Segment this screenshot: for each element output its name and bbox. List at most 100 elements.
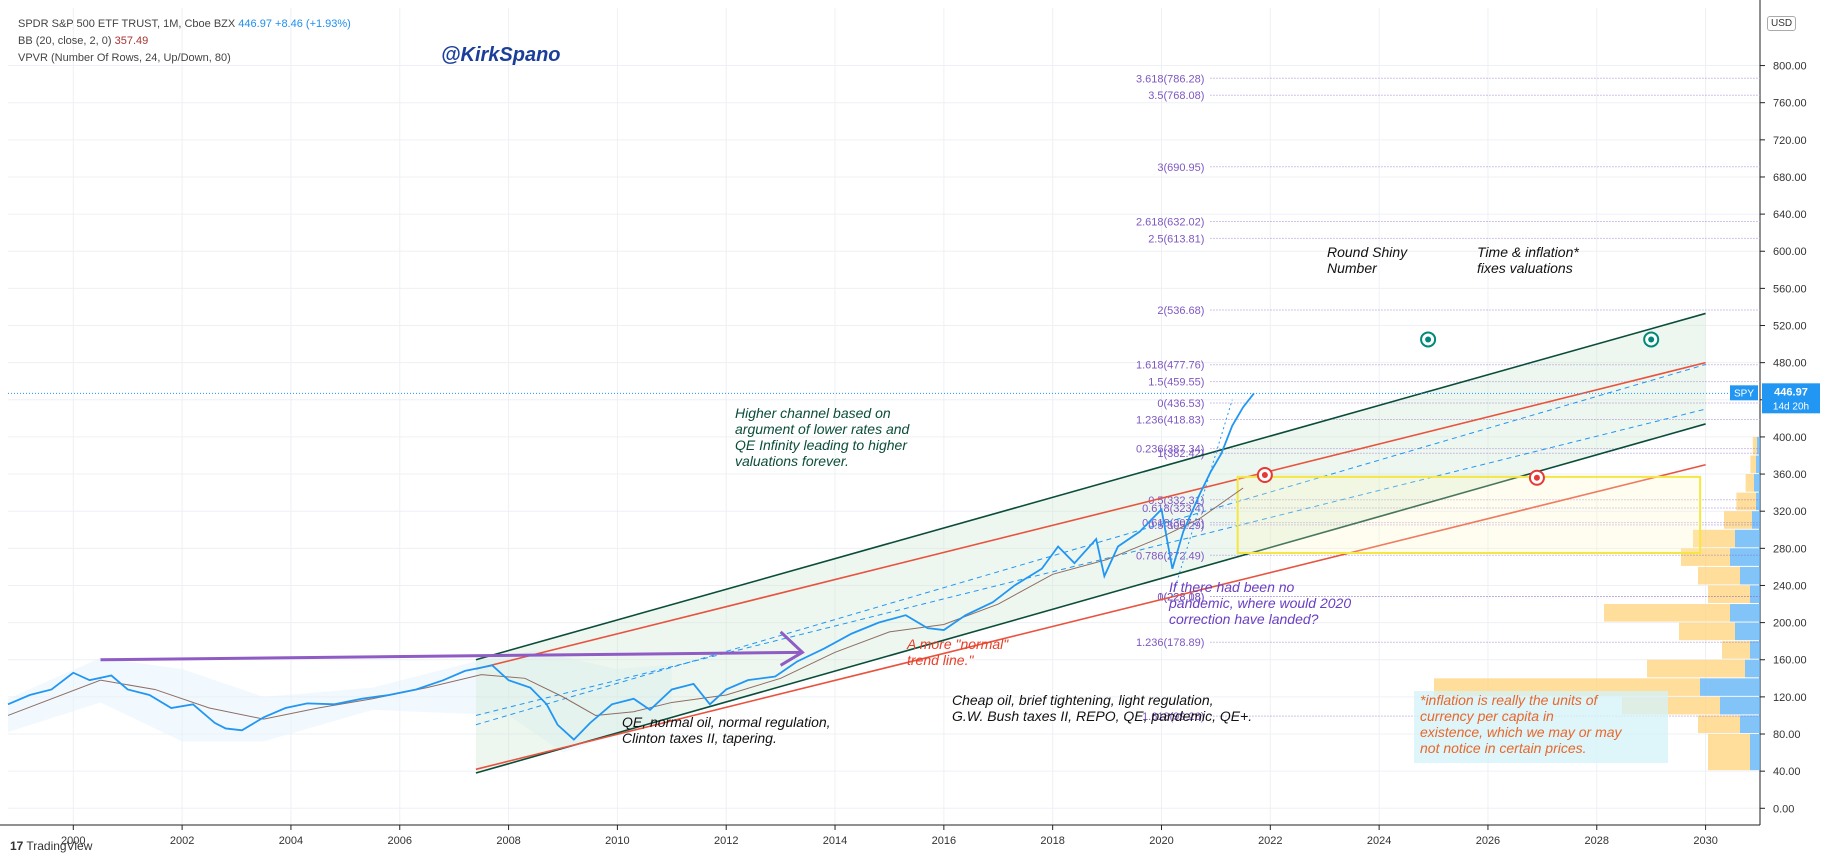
- bollinger-band-fill: [8, 650, 672, 753]
- y-tick-label: 800.00: [1773, 61, 1807, 73]
- vpvr-down-bar: [1698, 715, 1740, 734]
- channel-fill: [475, 313, 1706, 774]
- price-tag-countdown: 14d 20h: [1773, 401, 1809, 412]
- legend-vpvr-row: VPVR (Number Of Rows, 24, Up/Down, 80): [18, 52, 231, 64]
- y-tick-label: 280.00: [1773, 543, 1807, 555]
- fib-level-label: 3.5(768.08): [1148, 90, 1204, 102]
- legend-price: 446.97: [238, 18, 272, 30]
- vpvr-down-bar: [1724, 511, 1752, 529]
- x-tick-label: 2000: [61, 835, 85, 847]
- price-tag-price: 446.97: [1774, 386, 1808, 398]
- fib-level-label: 1.236(418.83): [1136, 414, 1205, 426]
- channel-line-red: [475, 361, 1706, 670]
- annotation-inflation-note-bg: [1414, 691, 1668, 763]
- legend-bb-value: 357.49: [114, 35, 149, 47]
- fib-level-label: 1.618(99.26): [1142, 711, 1204, 723]
- fib-level-label: 0.236(387.34): [1136, 444, 1205, 456]
- fib-level-label: 2.618(632.02): [1136, 217, 1205, 229]
- x-tick-label: 2018: [1040, 835, 1064, 847]
- channel-line-green: [475, 423, 1706, 774]
- legend-symbol-row: SPDR S&P 500 ETF TRUST, 1M, Cboe BZX 446…: [18, 16, 351, 33]
- x-tick-label: 2002: [170, 835, 194, 847]
- y-tick-label: 240.00: [1773, 580, 1807, 592]
- tv-logo-icon: 17: [10, 839, 24, 853]
- vpvr-up-bar: [1700, 678, 1760, 696]
- vpvr-up-bar: [1740, 715, 1760, 734]
- annotation-inflation-note: currency per capita in: [1420, 708, 1554, 724]
- y-tick-label: 360.00: [1773, 469, 1807, 481]
- vpvr-down-bar: [1752, 436, 1757, 455]
- y-tick-label: 320.00: [1773, 506, 1807, 518]
- y-tick-label: 520.00: [1773, 321, 1807, 333]
- fib-level-label: 0(228.18): [1157, 591, 1204, 603]
- vpvr-up-bar: [1752, 511, 1760, 529]
- vpvr-down-bar: [1708, 585, 1750, 604]
- fib-level-label: 2(536.68): [1157, 305, 1204, 317]
- bb-basis-line: [7, 487, 1244, 720]
- x-tick-label: 2028: [1585, 835, 1609, 847]
- x-tick-label: 2004: [279, 835, 303, 847]
- vpvr-down-bar: [1693, 529, 1735, 548]
- vpvr-down-bar: [1647, 659, 1745, 678]
- legend-bb-label: BB (20, close, 2, 0): [18, 35, 112, 47]
- y-tick-label: 120.00: [1773, 692, 1807, 704]
- legend-bb-row: BB (20, close, 2, 0) 357.49: [18, 33, 351, 50]
- legend-change: +8.46 (+1.93%): [275, 18, 351, 30]
- vpvr-down-bar: [1745, 474, 1754, 492]
- annotation-higher-channel: argument of lower rates and: [735, 421, 911, 437]
- annotation-higher-channel: Higher channel based on: [735, 405, 891, 421]
- y-tick-label: 480.00: [1773, 358, 1807, 370]
- watermark-text: @KirkSpano: [441, 44, 561, 66]
- x-tick-label: 2020: [1149, 835, 1173, 847]
- vpvr-up-bar: [1756, 492, 1760, 511]
- annotation-pandemic: correction have landed?: [1169, 611, 1319, 627]
- vpvr-up-bar: [1745, 659, 1760, 678]
- y-tick-label: 760.00: [1773, 98, 1807, 110]
- annotation-normal-trend: A more "normal": [906, 636, 1009, 652]
- x-tick-label: 2014: [823, 835, 847, 847]
- x-tick-label: 2022: [1258, 835, 1282, 847]
- annotation-cheap-oil: G.W. Bush taxes II, REPO, QE, pandemic, …: [952, 708, 1252, 724]
- y-tick-label: 80.00: [1773, 729, 1801, 741]
- channel-line-green: [475, 312, 1706, 661]
- vpvr-up-bar: [1735, 622, 1760, 641]
- annotation-qe-normal: QE, normal oil, normal regulation,: [622, 714, 831, 730]
- y-tick-label: 0.00: [1773, 803, 1794, 815]
- vpvr-up-bar: [1750, 734, 1760, 771]
- annotation-pandemic: pandemic, where would 2020: [1168, 595, 1351, 611]
- x-tick-label: 2010: [605, 835, 629, 847]
- y-tick-label: 720.00: [1773, 135, 1807, 147]
- x-tick-label: 2006: [388, 835, 412, 847]
- vpvr-up-bar: [1735, 529, 1760, 548]
- target-icon-round-number-center: [1425, 336, 1432, 343]
- legend-title: SPDR S&P 500 ETF TRUST, 1M, Cboe BZX: [18, 18, 236, 30]
- fib-level-label: 1.236(178.89): [1136, 637, 1205, 649]
- x-tick-label: 2008: [496, 835, 520, 847]
- y-tick-label: 400.00: [1773, 432, 1807, 444]
- price-tag-bg: [1762, 383, 1820, 414]
- annotation-cheap-oil: Cheap oil, brief tightening, light regul…: [952, 692, 1214, 708]
- currency-button[interactable]: USD: [1767, 16, 1797, 31]
- vpvr-up-bar: [1754, 474, 1760, 492]
- target-icon-time-inflation-center: [1648, 336, 1655, 343]
- fib-level-label: 3.618(786.28): [1136, 73, 1205, 85]
- target-icon-pandemic-center: [1261, 471, 1268, 478]
- fib-level-label: 1.5(459.55): [1148, 377, 1204, 389]
- tradingview-logo: 17 TradingView: [10, 839, 92, 853]
- annotation-normal-trend: trend line.": [907, 652, 974, 668]
- y-tick-label: 560.00: [1773, 283, 1807, 295]
- fib-level-label: 1.618(477.76): [1136, 360, 1205, 372]
- vpvr-up-bar: [1730, 548, 1760, 566]
- vpvr-up-bar: [1750, 641, 1760, 659]
- vpvr-up-bar: [1730, 604, 1760, 622]
- vpvr-down-bar: [1698, 566, 1740, 585]
- fib-level-label: 2.5(613.81): [1148, 233, 1204, 245]
- price-tag-ticker: SPY: [1734, 388, 1754, 399]
- y-tick-label: 680.00: [1773, 172, 1807, 184]
- y-tick-label: 40.00: [1773, 766, 1801, 778]
- projection-box: [1236, 475, 1702, 554]
- vpvr-down-bar: [1736, 492, 1756, 511]
- x-tick-label: 2024: [1367, 835, 1391, 847]
- annotation-round-shiny: Number: [1327, 260, 1378, 276]
